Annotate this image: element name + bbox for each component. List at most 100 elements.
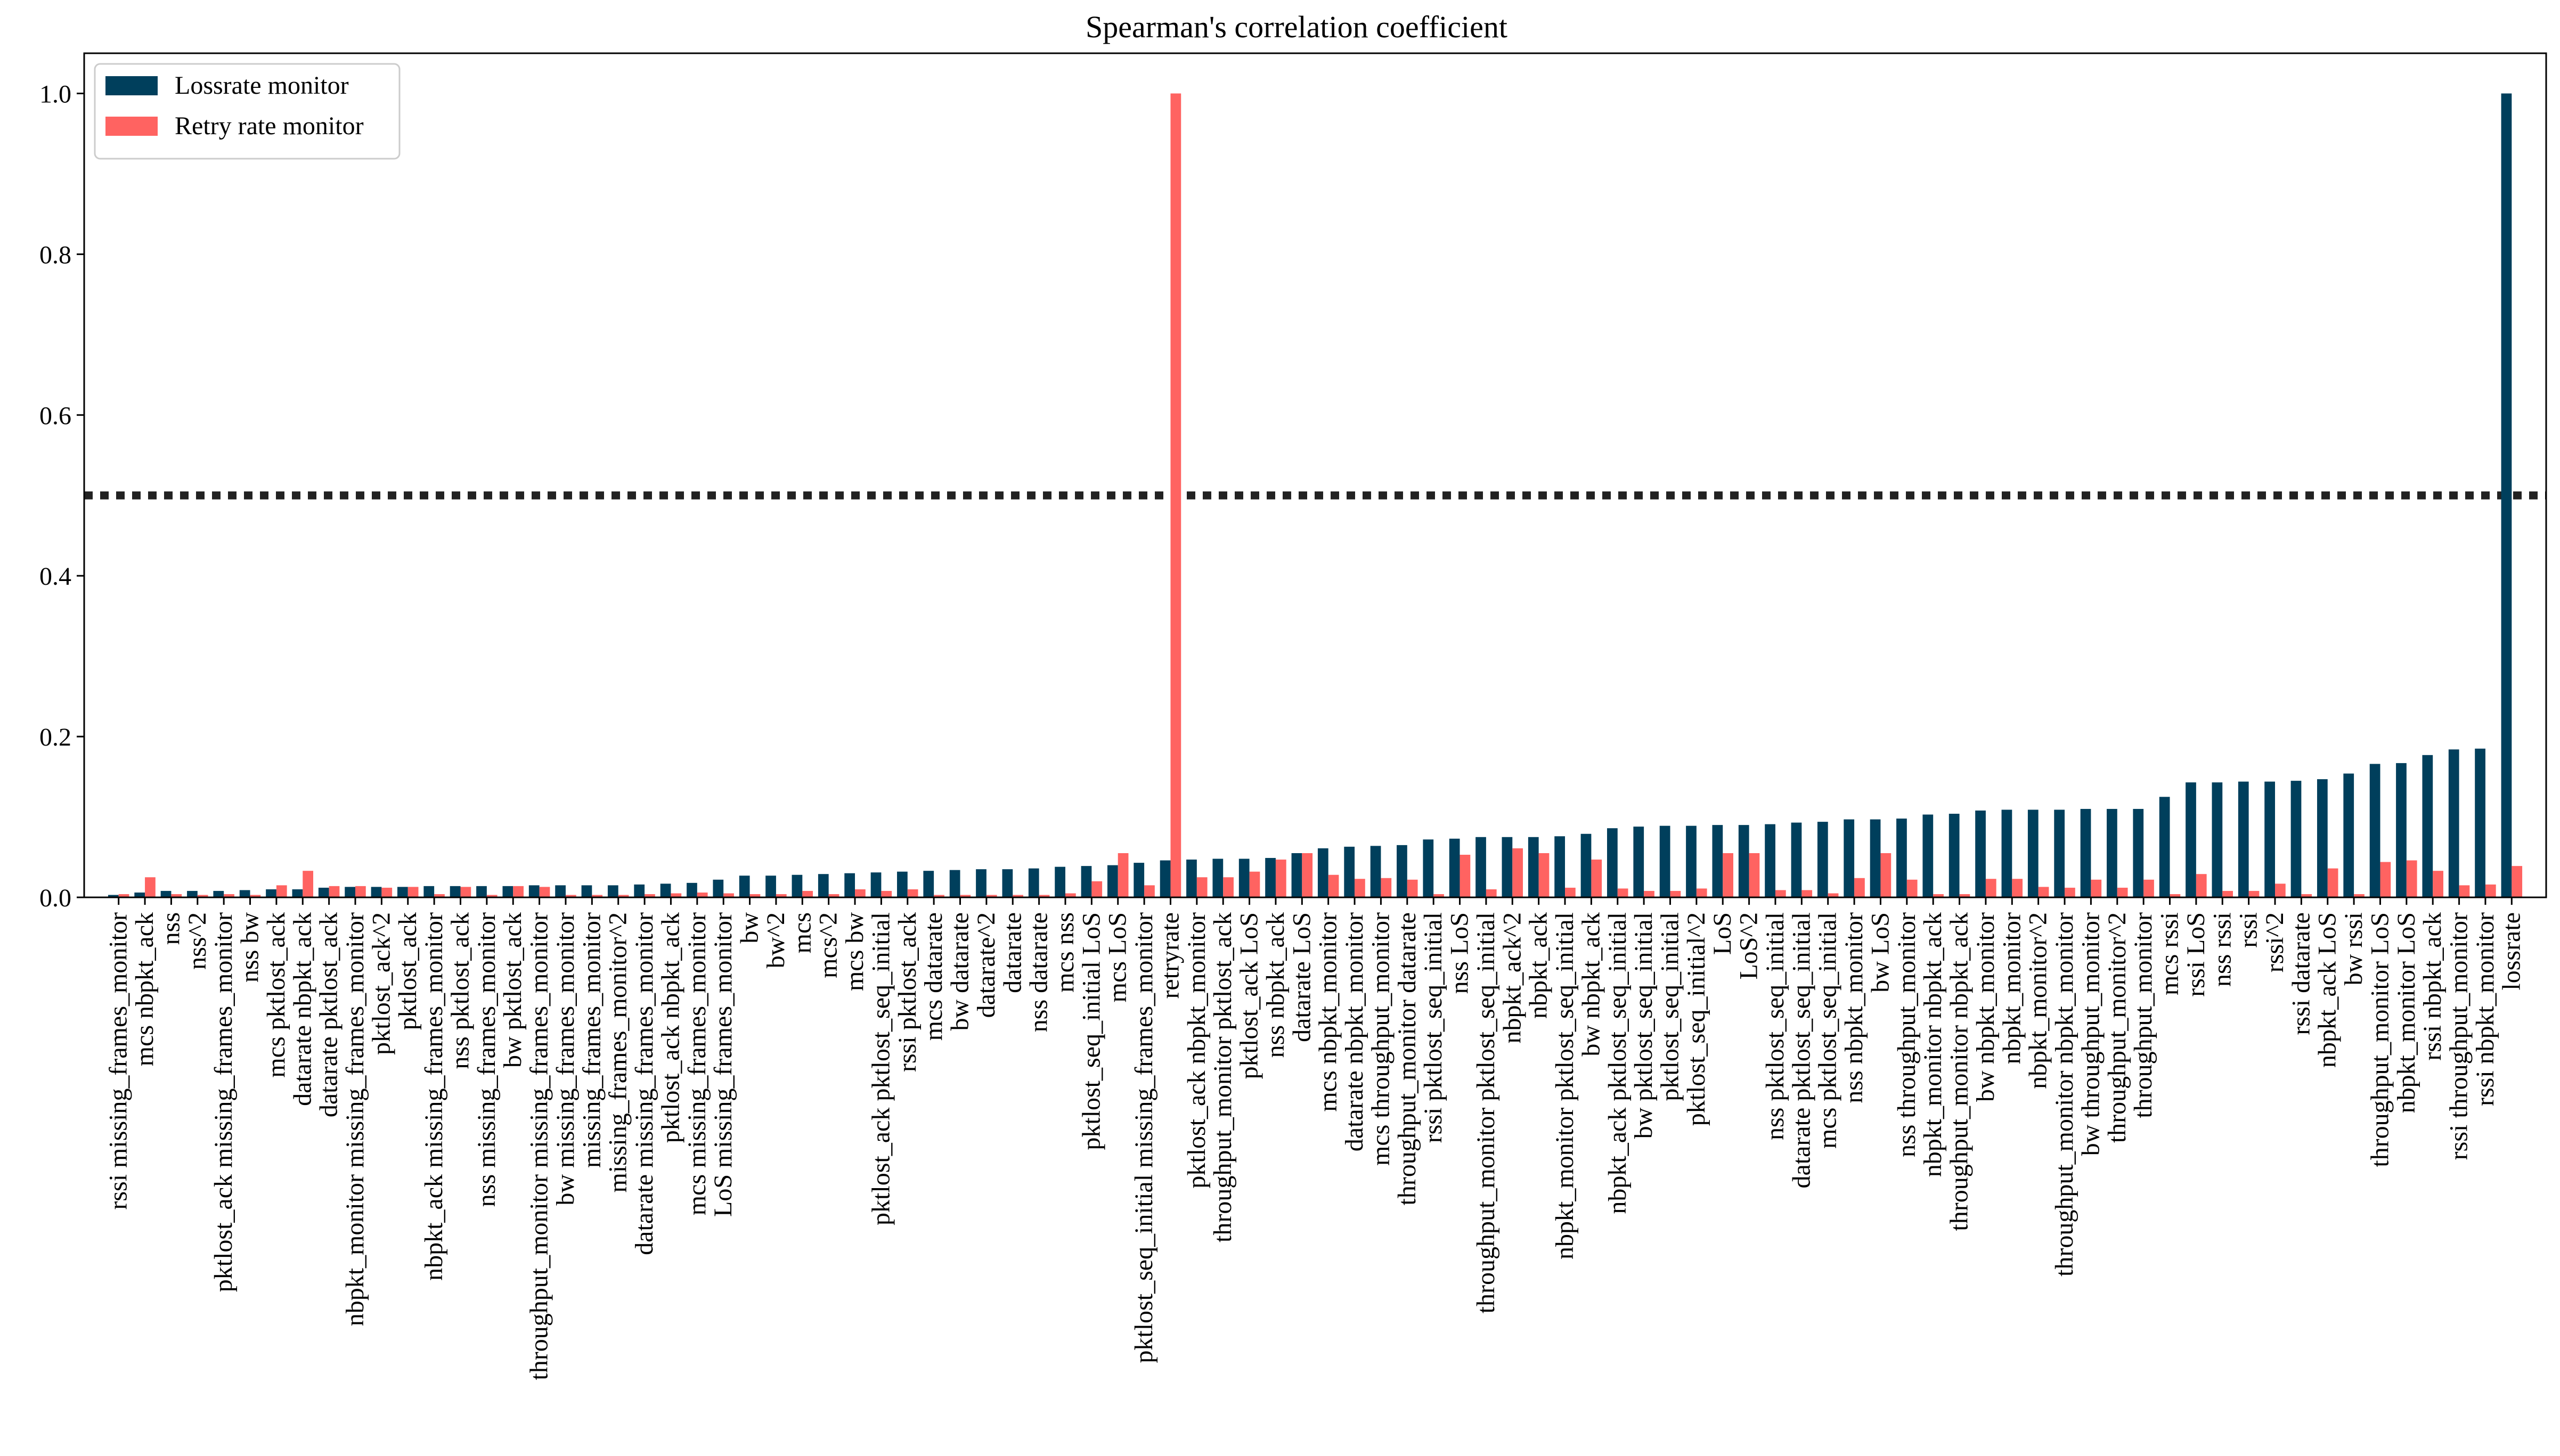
chart-title: Spearman's correlation coefficient [1086, 10, 1507, 44]
x-tick-label-2: nss [157, 912, 185, 945]
x-tick-label-71: bw nbpkt_monitor [1971, 912, 2000, 1102]
legend-label-1: Retry rate monitor [175, 112, 364, 140]
bar-retryrate-21 [671, 893, 682, 897]
x-tick-label-55: nbpkt_monitor pktlost_seq_initial [1551, 912, 1579, 1259]
bar-lossrate-24 [739, 876, 750, 897]
bar-retryrate-18 [592, 895, 603, 897]
bar-lossrate-79 [2186, 782, 2196, 897]
bar-retryrate-15 [513, 886, 524, 897]
x-tick-label-0: rssi missing_frames_monitor [104, 912, 133, 1210]
x-tick-label-12: nbpkt_ack missing_frames_monitor [420, 912, 448, 1281]
bar-retryrate-31 [934, 895, 944, 897]
x-tick-label-37: pktlost_seq_initial LoS [1077, 912, 1105, 1150]
x-tick-label-25: bw^2 [762, 912, 790, 968]
bar-retryrate-71 [1985, 879, 1996, 897]
bar-retryrate-32 [960, 895, 971, 897]
bar-retryrate-69 [1933, 894, 1944, 897]
x-tick-label-11: pktlost_ack [394, 912, 422, 1030]
bar-lossrate-89 [2448, 749, 2459, 897]
x-tick-label-87: nbpkt_monitor LoS [2392, 912, 2420, 1113]
plot-frame [83, 52, 2547, 898]
y-tick-label-1: 0.2 [39, 723, 71, 751]
x-tick-label-85: bw rssi [2339, 912, 2368, 985]
bar-lossrate-1 [134, 892, 145, 897]
x-tick-label-83: rssi datarate [2287, 912, 2315, 1035]
bar-retryrate-24 [749, 894, 761, 897]
bar-retryrate-66 [1854, 878, 1865, 897]
bar-retryrate-85 [2354, 894, 2365, 897]
y-tick-label-0: 0.0 [39, 884, 71, 912]
x-tick-label-3: nss^2 [183, 912, 211, 970]
bar-lossrate-25 [765, 876, 776, 897]
bar-lossrate-43 [1238, 858, 1250, 897]
bar-lossrate-61 [1712, 825, 1723, 897]
x-tick-label-44: nss nbpkt_ack [1261, 912, 1290, 1058]
x-tick-label-47: datarate nbpkt_monitor [1340, 912, 1368, 1151]
bar-lossrate-73 [2027, 809, 2039, 897]
x-tick-label-73: nbpkt_monitor^2 [2024, 912, 2052, 1089]
x-tick-label-60: pktlost_seq_initial^2 [1682, 912, 1710, 1126]
bar-lossrate-6 [266, 889, 276, 897]
bar-retryrate-52 [1486, 889, 1497, 897]
bar-lossrate-12 [423, 886, 435, 897]
x-tick-label-64: datarate pktlost_seq_initial [1787, 912, 1815, 1189]
bar-retryrate-54 [1538, 853, 1550, 897]
bar-retryrate-49 [1407, 879, 1418, 897]
bar-retryrate-39 [1144, 885, 1155, 897]
bar-lossrate-77 [2133, 808, 2144, 897]
bar-retryrate-87 [2406, 860, 2417, 897]
y-tick-label-2: 0.4 [39, 562, 71, 591]
x-tick-label-76: throughput_monitor^2 [2103, 912, 2131, 1143]
bar-retryrate-28 [855, 889, 866, 897]
x-tick-label-31: mcs datarate [919, 912, 948, 1041]
x-tick-label-30: rssi pktlost_ack [893, 912, 922, 1072]
bar-lossrate-71 [1975, 810, 1986, 897]
bar-lossrate-60 [1686, 825, 1697, 897]
bar-retryrate-62 [1749, 853, 1760, 897]
bar-lossrate-74 [2054, 809, 2065, 897]
bar-lossrate-72 [2001, 809, 2012, 897]
bar-retryrate-41 [1196, 877, 1208, 897]
bar-lossrate-5 [239, 890, 250, 897]
bar-lossrate-62 [1738, 825, 1749, 897]
bar-retryrate-5 [250, 895, 261, 897]
x-tick-label-53: nbpkt_ack^2 [1498, 912, 1526, 1043]
bar-retryrate-29 [881, 890, 892, 897]
bar-retryrate-75 [2091, 879, 2102, 897]
bar-retryrate-23 [723, 893, 734, 897]
x-tick-label-61: LoS [1708, 912, 1736, 955]
x-tick-label-17: bw missing_frames_monitor [551, 912, 580, 1206]
x-tick-label-19: missing_frames_monitor^2 [604, 912, 632, 1192]
x-tick-label-46: mcs nbpkt_monitor [1314, 912, 1342, 1112]
bar-retryrate-81 [2248, 890, 2260, 897]
x-tick-label-59: pktlost_seq_initial [1656, 912, 1684, 1101]
bar-retryrate-64 [1801, 890, 1813, 897]
y-tick-label-4: 0.8 [39, 241, 71, 269]
x-tick-label-23: LoS missing_frames_monitor [709, 912, 737, 1217]
x-tick-label-38: mcs LoS [1104, 912, 1132, 1002]
bar-lossrate-42 [1212, 858, 1224, 897]
x-tick-label-26: mcs [788, 912, 816, 953]
bar-retryrate-51 [1460, 855, 1471, 897]
bar-lossrate-3 [187, 890, 198, 897]
bar-lossrate-53 [1502, 837, 1513, 897]
bar-lossrate-22 [687, 882, 697, 897]
bar-retryrate-17 [565, 895, 576, 897]
legend-label-0: Lossrate monitor [175, 71, 349, 100]
bar-lossrate-63 [1765, 824, 1775, 897]
x-tick-label-82: rssi^2 [2261, 912, 2289, 972]
x-tick-label-88: rssi nbpkt_ack [2418, 912, 2447, 1061]
bar-lossrate-36 [1055, 866, 1065, 897]
bar-lossrate-68 [1896, 819, 1907, 897]
bar-lossrate-30 [897, 871, 908, 897]
x-tick-label-5: nss bw [236, 912, 264, 983]
bar-lossrate-35 [1028, 868, 1039, 897]
x-tick-label-86: throughput_monitor LoS [2366, 912, 2394, 1167]
bar-lossrate-20 [634, 884, 645, 897]
bar-lossrate-11 [397, 887, 408, 897]
bar-lossrate-64 [1791, 822, 1802, 897]
bar-lossrate-41 [1186, 860, 1197, 897]
x-tick-label-36: mcs nss [1051, 912, 1079, 993]
bar-retryrate-65 [1828, 893, 1839, 897]
